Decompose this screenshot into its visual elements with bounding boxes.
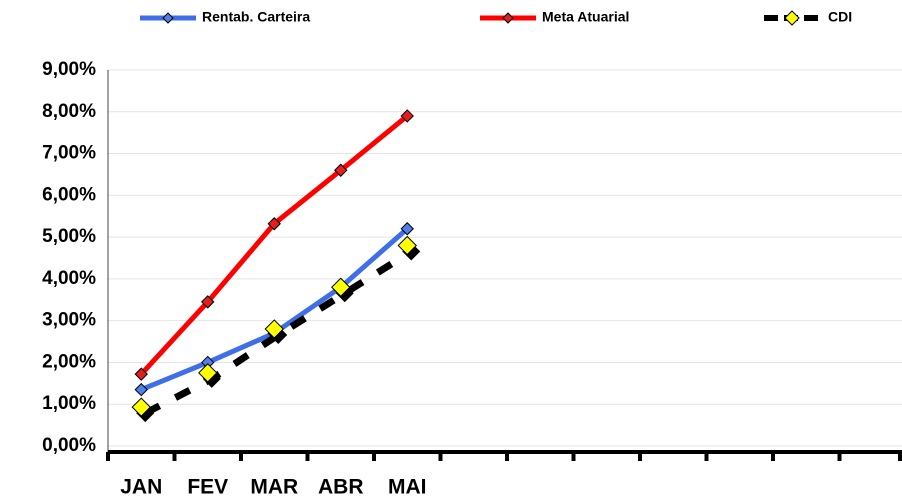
legend-label: CDI [828, 9, 852, 25]
x-tick-label: MAR [250, 476, 298, 497]
legend-marker [502, 12, 514, 24]
marker [267, 217, 281, 231]
marker [264, 319, 284, 339]
x-tick-label: JAN [120, 476, 162, 497]
marker [334, 163, 348, 177]
marker [198, 363, 218, 383]
y-tick-label: 4,00% [42, 268, 96, 289]
legend-label: Rentab. Carteira [202, 9, 310, 25]
legend-marker [162, 12, 174, 24]
marker [134, 382, 148, 397]
y-tick-label: 9,00% [42, 59, 96, 80]
marker [331, 277, 351, 297]
marker [400, 109, 414, 123]
marker [397, 235, 417, 256]
marker [400, 222, 414, 236]
marker [134, 367, 148, 381]
legend-marker [784, 10, 800, 26]
y-tick-label: 0,00% [42, 435, 96, 456]
x-tick-label: MAI [388, 476, 427, 497]
series-line [140, 226, 409, 392]
legend-label: Meta Atuarial [542, 9, 629, 25]
y-tick-label: 1,00% [42, 393, 96, 414]
x-tick-label: ABR [318, 476, 364, 497]
y-tick-label: 3,00% [42, 310, 96, 331]
y-tick-label: 2,00% [42, 351, 96, 372]
series-shadow [143, 248, 414, 417]
marker [201, 295, 215, 309]
y-tick-label: 6,00% [42, 184, 96, 205]
y-tick-label: 5,00% [42, 226, 96, 247]
y-tick-label: 8,00% [42, 101, 96, 122]
marker [131, 397, 151, 417]
x-tick-label: FEV [187, 476, 228, 497]
y-tick-label: 7,00% [42, 143, 96, 164]
